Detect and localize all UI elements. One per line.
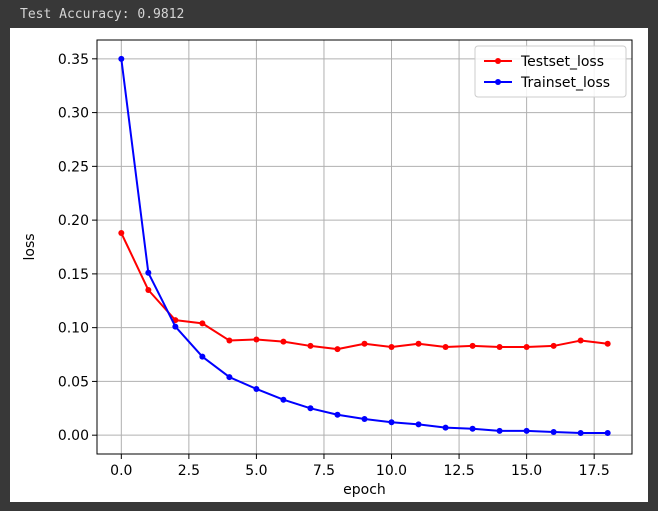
y-axis-label: loss xyxy=(22,233,38,260)
y-tick-label: 0.30 xyxy=(58,106,89,122)
data-point xyxy=(550,428,557,435)
x-tick-label: 12.5 xyxy=(443,463,474,479)
x-tick-label: 5.0 xyxy=(245,463,267,479)
data-point xyxy=(145,269,152,276)
series-line xyxy=(120,58,608,435)
series-trainset-loss xyxy=(118,55,611,437)
data-point xyxy=(577,430,584,437)
data-point xyxy=(604,430,611,437)
data-point xyxy=(253,336,260,343)
legend-label: Testset_loss xyxy=(520,54,604,70)
data-point xyxy=(604,340,611,347)
legend-item: Trainset_loss xyxy=(484,75,610,91)
cell-output-header: Test Accuracy: 0.9812 xyxy=(0,0,658,28)
figure-panel: 0.0 2.5 5.0 7.5 10.0 12.5 15.0 17.5 0.00 0.05 0.10… xyxy=(10,28,648,502)
data-point xyxy=(253,385,260,392)
legend-box xyxy=(474,45,627,98)
data-point xyxy=(388,344,395,351)
y-tick-label: 0.05 xyxy=(58,374,89,390)
y-tick-label: 0.10 xyxy=(58,321,89,337)
data-point xyxy=(415,421,422,428)
series-testset-loss xyxy=(118,230,611,353)
legend: Testset_loss Trainset_loss xyxy=(474,45,627,98)
data-point xyxy=(523,344,530,351)
data-point xyxy=(442,424,449,431)
grid xyxy=(97,40,632,454)
data-point xyxy=(199,353,206,360)
x-tick-label: 0.0 xyxy=(110,463,132,479)
data-point xyxy=(226,374,233,381)
data-point xyxy=(172,323,179,330)
series xyxy=(118,55,611,437)
data-point xyxy=(145,287,152,294)
data-point xyxy=(442,344,449,351)
x-tick-label: 15.0 xyxy=(511,463,542,479)
data-point xyxy=(361,340,368,347)
data-point xyxy=(496,427,503,434)
data-point xyxy=(280,396,287,403)
x-tick-label: 17.5 xyxy=(579,463,610,479)
legend-marker xyxy=(495,58,501,64)
data-point xyxy=(226,337,233,344)
data-point xyxy=(334,411,341,418)
y-tick-label: 0.25 xyxy=(58,159,89,175)
series-line xyxy=(120,232,608,351)
data-point xyxy=(307,342,314,349)
data-point xyxy=(199,320,206,327)
y-tick-label: 0.15 xyxy=(58,267,89,283)
data-point xyxy=(469,342,476,349)
data-point xyxy=(307,405,314,412)
legend-marker xyxy=(495,79,501,85)
y-tick-label: 0.35 xyxy=(58,52,89,68)
legend-item: Testset_loss xyxy=(484,54,604,70)
axes-frame xyxy=(96,39,633,455)
data-point xyxy=(469,425,476,432)
data-point xyxy=(523,427,530,434)
test-accuracy-output: Test Accuracy: 0.9812 xyxy=(20,7,185,22)
data-point xyxy=(118,55,125,62)
data-point xyxy=(415,340,422,347)
data-point xyxy=(334,346,341,353)
ticks: 0.0 2.5 5.0 7.5 10.0 12.5 15.0 17.5 0.00 0.05 0.10… xyxy=(58,52,610,479)
data-point xyxy=(388,419,395,426)
data-point xyxy=(118,230,125,237)
data-point xyxy=(577,337,584,344)
x-axis-label: epoch xyxy=(343,482,386,498)
y-tick-label: 0.00 xyxy=(58,428,89,444)
legend-label: Trainset_loss xyxy=(520,75,610,91)
loss-chart: 0.0 2.5 5.0 7.5 10.0 12.5 15.0 17.5 0.00 0.05 0.10… xyxy=(22,39,633,498)
y-tick-label: 0.20 xyxy=(58,213,89,229)
data-point xyxy=(496,344,503,351)
x-tick-label: 2.5 xyxy=(178,463,200,479)
data-point xyxy=(280,338,287,345)
x-tick-label: 10.0 xyxy=(376,463,407,479)
data-point xyxy=(361,416,368,423)
data-point xyxy=(550,342,557,349)
x-tick-label: 7.5 xyxy=(313,463,335,479)
